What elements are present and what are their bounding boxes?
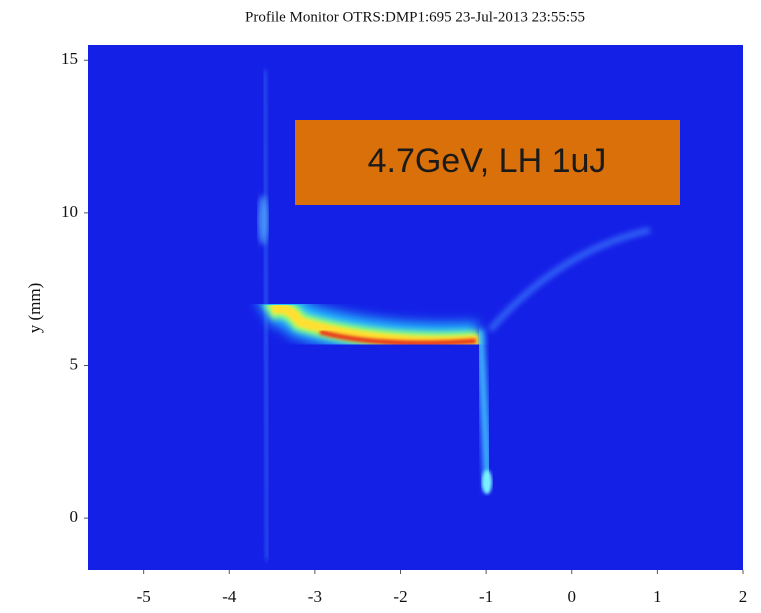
chart-title: Profile Monitor OTRS:DMP1:695 23-Jul-201…: [245, 9, 585, 25]
x-tick-label: -1: [479, 587, 493, 606]
y-tick-label: 15: [61, 49, 78, 68]
x-tick-label: 1: [653, 587, 662, 606]
x-tick-label: -2: [393, 587, 407, 606]
annotation: 4.7GeV, LH 1uJ: [368, 142, 607, 180]
annotation-box: [295, 120, 680, 205]
y-tick-label: 5: [70, 354, 79, 373]
y-tick-label: 0: [70, 507, 79, 526]
x-tick-label: -3: [308, 587, 322, 606]
x-tick-label: 2: [739, 587, 748, 606]
x-tick-label: -5: [137, 587, 151, 606]
x-tick-label: -4: [222, 587, 237, 606]
y-tick-label: 10: [61, 202, 78, 221]
y-axis-label: y (mm): [25, 283, 44, 334]
x-tick-label: 0: [568, 587, 577, 606]
